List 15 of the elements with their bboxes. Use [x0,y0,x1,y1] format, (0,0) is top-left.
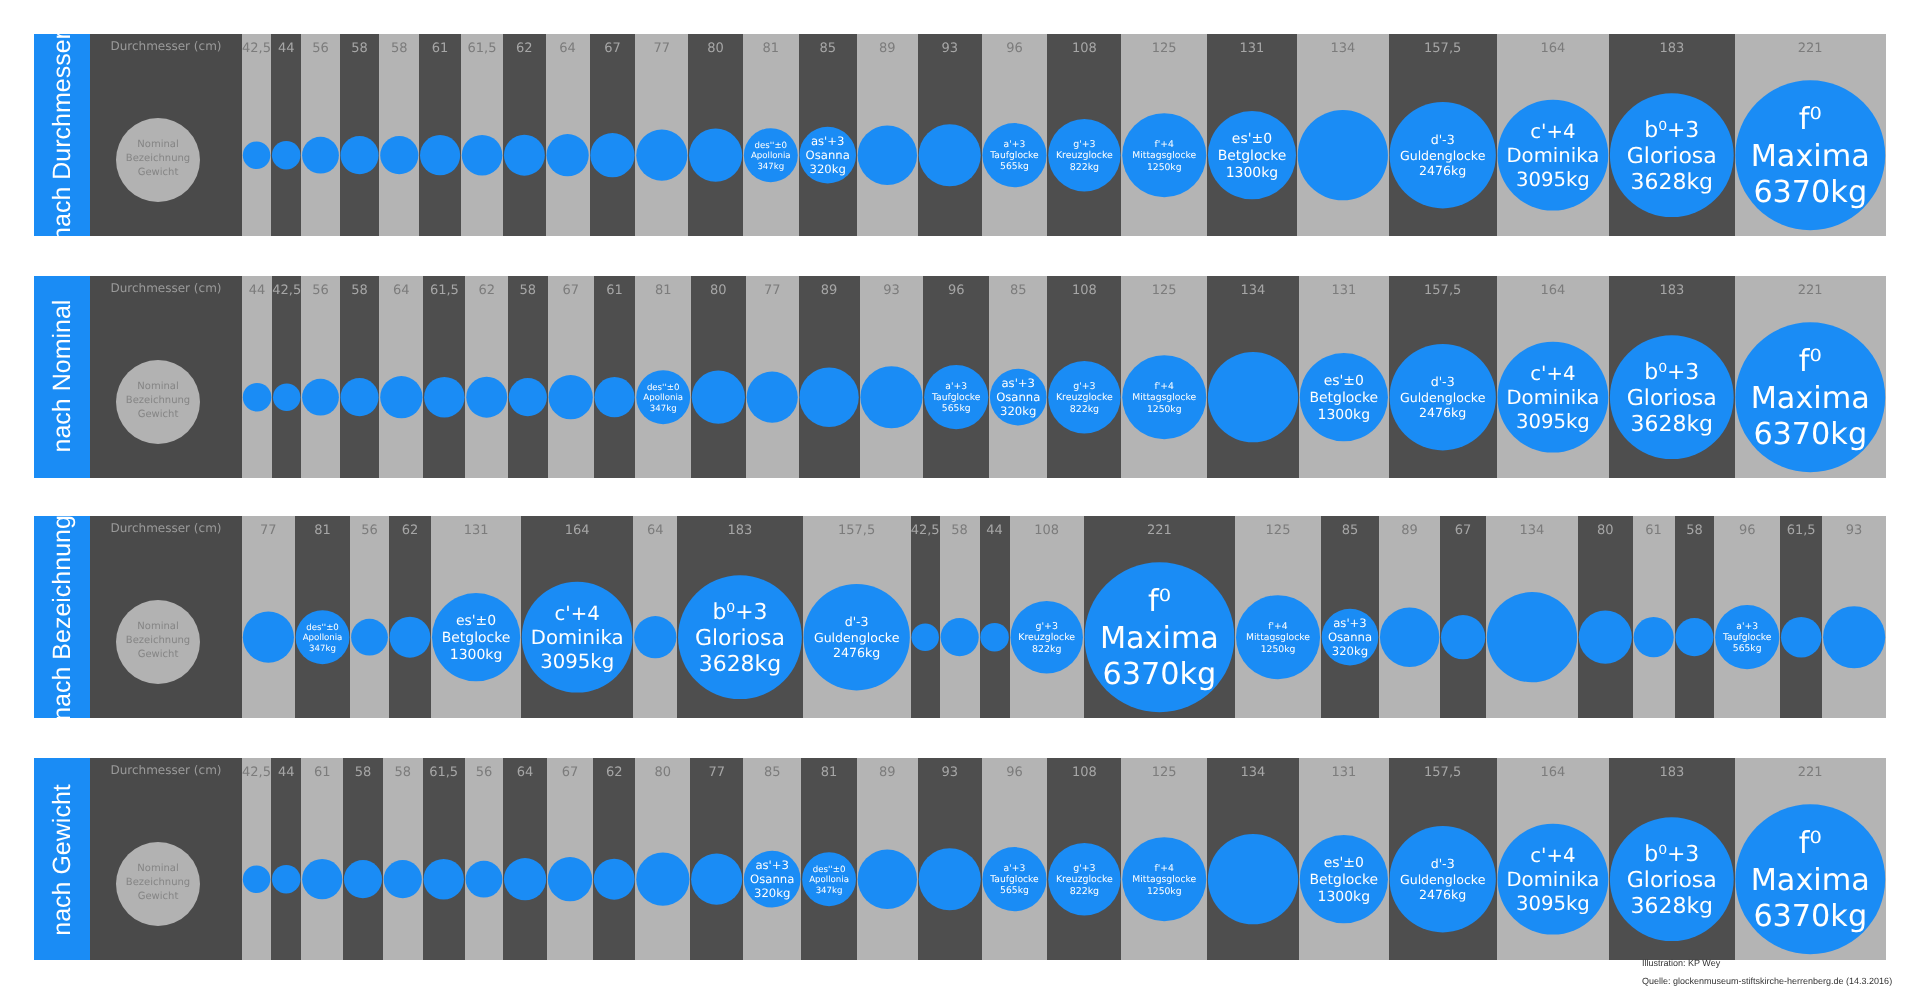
category-label: b⁰+3 Gloriosa 3628kg [1626,357,1717,437]
category-label: f⁰ Maxima 6370kg [1750,825,1870,935]
text: nach Bezeichnung [48,514,76,721]
category-label: c'+4 Dominika 3095kg [1506,122,1600,192]
category-label: b⁰+3 Gloriosa 3628kg [694,599,785,679]
text: nach Nominal [48,299,76,453]
category-label: b⁰+3 Gloriosa 3628kg [1626,116,1717,196]
category-label: c'+4 Dominika 3095kg [1506,846,1600,916]
category-label: c'+4 Dominika 3095kg [1506,363,1600,434]
category-label: f⁰ Maxima 6370kg [1750,101,1870,211]
category-label: c'+4 Dominika 3095kg [530,605,624,675]
category-label: f⁰ Maxima 6370kg [1750,342,1870,452]
category-label: f⁰ Maxima 6370kg [1099,584,1219,693]
text: nach Gewicht [48,783,76,935]
category-label: b⁰+3 Gloriosa 3628kg [1626,840,1717,920]
